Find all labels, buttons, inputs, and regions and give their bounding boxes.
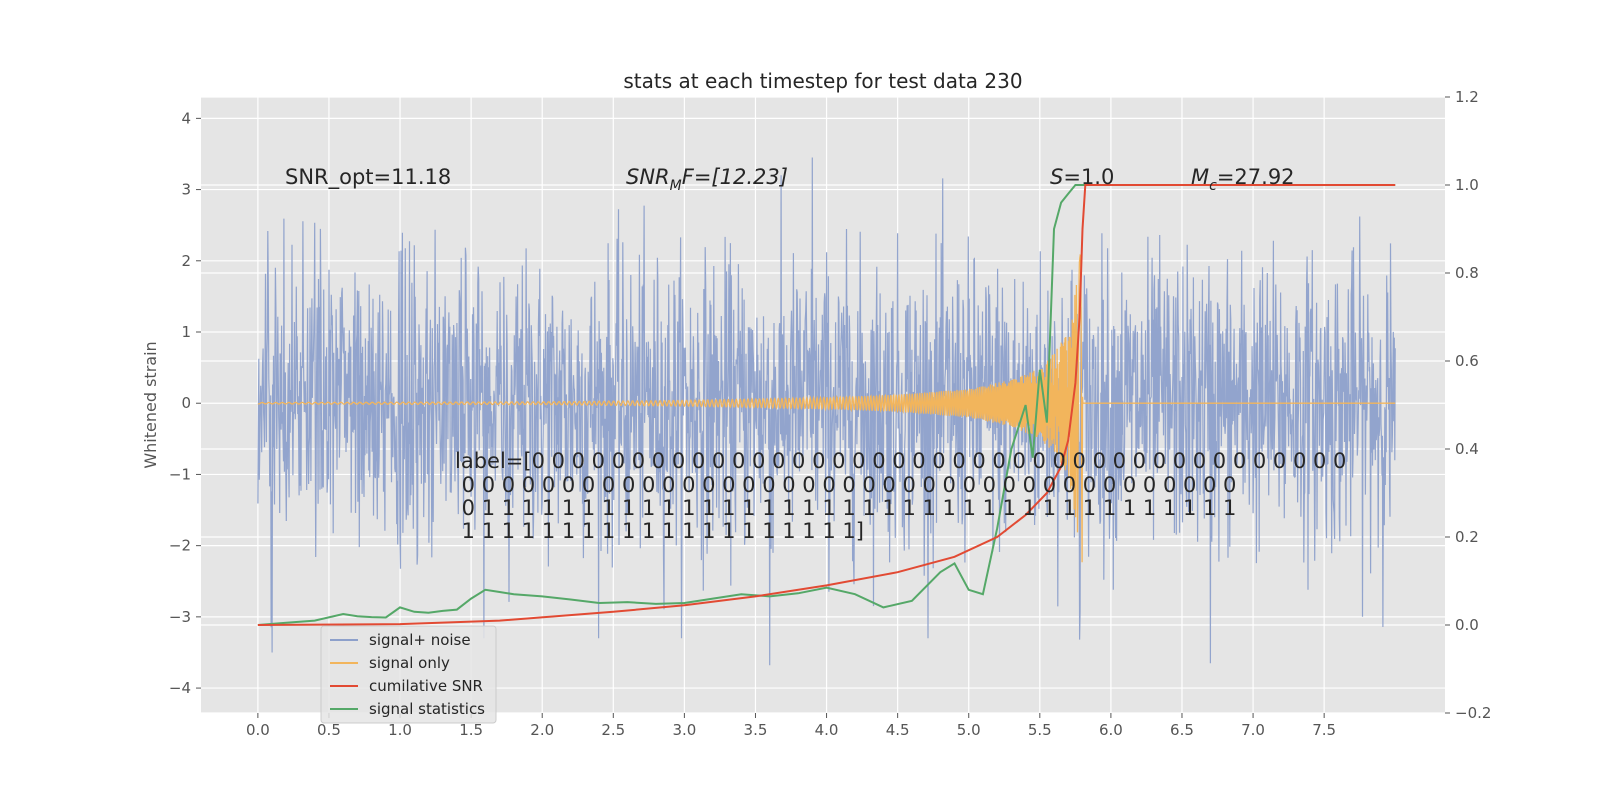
label-line-1: label=[0 0 0 0 0 0 0 0 0 0 0 0 0 0 0 0 0… xyxy=(455,449,1346,473)
y-tick-label: 1 xyxy=(181,323,191,341)
snr-mf-subscript: M xyxy=(670,178,682,194)
x-tick-label: 2.0 xyxy=(530,721,554,739)
series-signal-noise xyxy=(257,157,1396,666)
y-axis-left: 4 3 2 1 0 −1 −2 −3 −4 xyxy=(169,109,201,697)
y2-tick-label: 0.6 xyxy=(1455,352,1479,370)
annotation-label: label=[0 0 0 0 0 0 0 0 0 0 0 0 0 0 0 0 0… xyxy=(455,449,1346,543)
legend-label-signal-statistics: signal statistics xyxy=(369,700,485,718)
x-tick-label: 6.5 xyxy=(1170,721,1194,739)
x-tick-label: 2.5 xyxy=(601,721,625,739)
x-tick-label: 3.5 xyxy=(744,721,768,739)
x-tick-label: 4.5 xyxy=(886,721,910,739)
y2-tick-label: 1.0 xyxy=(1455,176,1479,194)
signal-only-line xyxy=(257,253,1396,563)
y-tick-label: 3 xyxy=(181,181,191,199)
y2-tick-label: 0.2 xyxy=(1455,528,1479,546)
x-tick-label: 7.0 xyxy=(1241,721,1265,739)
label-line-4: 1 1 1 1 1 1 1 1 1 1 1 1 1 1 1 1 1 1 1 1] xyxy=(455,519,864,543)
x-tick-label: 4.0 xyxy=(815,721,839,739)
mc-value: =27.92 xyxy=(1217,165,1295,189)
series-cumilative-snr xyxy=(257,184,1396,626)
x-tick-label: 7.5 xyxy=(1312,721,1336,739)
mc-subscript: c xyxy=(1209,178,1217,194)
s-value: =1.0 xyxy=(1063,165,1114,189)
label-line-2: 0 0 0 0 0 0 0 0 0 0 0 0 0 0 0 0 0 0 0 0 … xyxy=(455,473,1236,497)
y2-tick-label: 0.0 xyxy=(1455,616,1479,634)
x-tick-label: 6.0 xyxy=(1099,721,1123,739)
annotation-mc: Mc=27.92 xyxy=(1191,165,1295,194)
y-tick-label: −2 xyxy=(169,537,191,555)
snr-mf-value: F=[12.23] xyxy=(682,165,788,189)
snr-mf-symbol: SNR xyxy=(626,165,670,189)
y-tick-label: 4 xyxy=(181,109,191,127)
chart-title: stats at each timestep for test data 230 xyxy=(623,69,1022,93)
x-tick-label: 1.5 xyxy=(459,721,483,739)
label-line-3: 0 1 1 1 1 1 1 1 1 1 1 1 1 1 1 1 1 1 1 1 … xyxy=(455,496,1236,520)
legend-label-signal-noise: signal+ noise xyxy=(369,631,471,649)
signal-noise-line xyxy=(257,157,1396,666)
series-signal-statistics xyxy=(257,184,1396,626)
y2-tick-label: −0.2 xyxy=(1455,704,1491,722)
legend: signal+ noise signal only cumilative SNR… xyxy=(320,625,497,724)
y2-tick-label: 0.8 xyxy=(1455,264,1479,282)
y2-tick-label: 1.2 xyxy=(1455,88,1479,106)
legend-label-signal-only: signal only xyxy=(369,654,450,672)
s-symbol: S xyxy=(1050,165,1063,189)
y2-tick-label: 0.4 xyxy=(1455,440,1479,458)
annotation-snr-opt: SNR_opt=11.18 xyxy=(285,165,451,190)
x-tick-label: 0.0 xyxy=(246,721,270,739)
x-tick-label: 5.5 xyxy=(1028,721,1052,739)
x-axis: 0.0 0.5 1.0 1.5 2.0 2.5 3.0 3.5 4.0 4.5 5.0 5.5 6.0 6… xyxy=(246,713,1336,739)
x-tick-label: 3.0 xyxy=(672,721,696,739)
cumilative-snr-line xyxy=(257,184,1396,626)
signal-statistics-line xyxy=(257,184,1396,626)
y-axis-label: Whitened strain xyxy=(141,341,160,468)
annotation-s: S=1.0 xyxy=(1050,165,1114,189)
series-signal-only xyxy=(257,253,1396,563)
y-tick-label: −3 xyxy=(169,608,191,626)
legend-label-cumilative-snr: cumilative SNR xyxy=(369,677,483,695)
x-tick-label: 5.0 xyxy=(957,721,981,739)
y-tick-label: 0 xyxy=(181,394,191,412)
y-tick-label: −1 xyxy=(169,465,191,483)
x-tick-label: 1.0 xyxy=(388,721,412,739)
legend-box xyxy=(320,625,497,724)
annotation-snr-mf: SNRMF=[12.23] xyxy=(626,165,788,194)
x-tick-label: 0.5 xyxy=(317,721,341,739)
y-axis-right: 1.2 1.0 0.8 0.6 0.4 0.2 0.0 −0.2 xyxy=(1445,88,1491,722)
mc-symbol: M xyxy=(1191,165,1209,189)
y-tick-label: 2 xyxy=(181,252,191,270)
y-tick-label: −4 xyxy=(169,679,191,697)
